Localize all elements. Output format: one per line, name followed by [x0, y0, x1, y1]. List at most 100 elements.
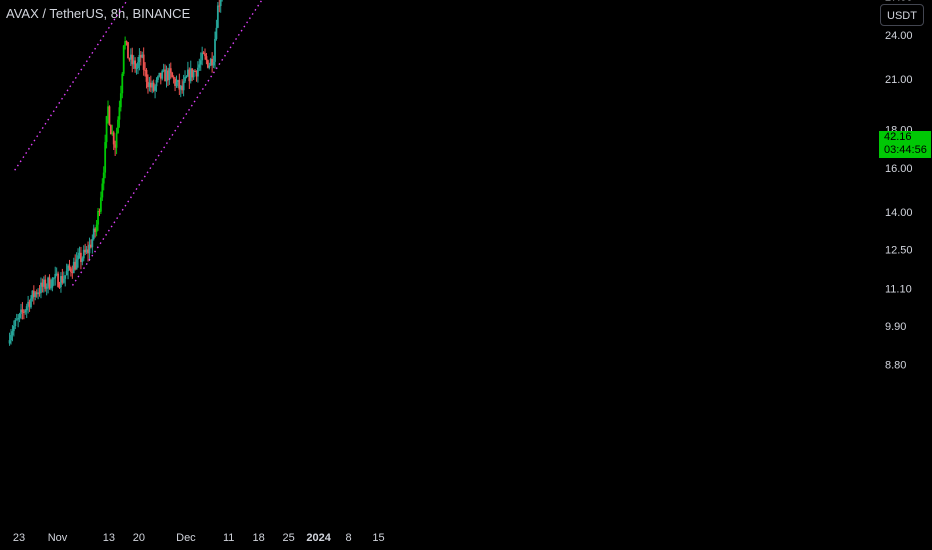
candle-body — [172, 77, 175, 79]
candle-body — [194, 70, 196, 72]
candle — [182, 74, 185, 97]
candle-body — [109, 125, 112, 135]
candle-body — [161, 70, 164, 79]
candle — [31, 290, 34, 302]
candle — [10, 329, 12, 345]
candle-body — [164, 69, 166, 82]
time-tick-label: 20 — [133, 532, 145, 544]
candle — [151, 80, 154, 94]
candle — [41, 278, 44, 293]
candle — [132, 55, 135, 69]
candle — [196, 61, 199, 83]
candle — [114, 140, 117, 157]
candle — [22, 309, 25, 320]
candle-body — [198, 64, 201, 68]
candle — [155, 77, 158, 92]
candle — [141, 51, 144, 59]
candle-body — [104, 142, 107, 173]
candle — [167, 67, 169, 86]
candle — [162, 63, 165, 73]
candle-body — [75, 259, 78, 270]
candle — [209, 57, 212, 67]
candle — [11, 325, 14, 342]
candle — [68, 259, 71, 271]
candle — [216, 2, 219, 29]
candle — [48, 274, 51, 290]
chart-title: AVAX / TetherUS, 8h, BINANCE — [6, 6, 191, 21]
price-tick-label: 11.10 — [885, 283, 912, 295]
candle — [184, 70, 186, 83]
candle-body — [114, 144, 117, 148]
candle-body — [202, 52, 205, 54]
time-tick-label: 11 — [223, 532, 234, 544]
candle — [112, 130, 115, 151]
currency-button[interactable]: USDT — [880, 4, 924, 26]
candle — [134, 57, 137, 73]
candle-body — [10, 334, 12, 341]
candle — [105, 115, 108, 149]
candle-body — [98, 210, 101, 212]
time-tick-label: Nov — [48, 532, 68, 544]
last-price-value: 42.16 — [884, 131, 912, 143]
candle-body — [94, 228, 97, 233]
time-tick-label: 18 — [253, 532, 265, 544]
candle-body — [151, 82, 154, 88]
candle-body — [124, 41, 127, 46]
candle — [179, 84, 182, 98]
candle-body — [127, 42, 129, 59]
time-tick-label: 13 — [103, 532, 115, 544]
candle — [109, 124, 112, 135]
channel-lower-line[interactable] — [71, 0, 394, 286]
candle — [81, 256, 84, 266]
candle-body — [205, 56, 208, 61]
candle — [125, 40, 128, 46]
candle-body — [82, 249, 85, 259]
candle — [208, 62, 211, 70]
candle-body — [12, 326, 15, 332]
candle-body — [209, 58, 212, 66]
candle-body — [178, 80, 181, 90]
candle — [74, 254, 77, 271]
candle-body — [169, 68, 172, 73]
candle — [108, 105, 111, 126]
candle — [201, 46, 204, 66]
candle — [158, 72, 161, 78]
candle-body — [85, 249, 88, 253]
price-tick-label: 14.00 — [885, 207, 913, 219]
price-tick-label: 16.00 — [885, 163, 913, 175]
bar-countdown: 03:44:56 — [884, 144, 927, 156]
candle-body — [196, 67, 199, 77]
candle-body — [95, 224, 98, 233]
candle — [129, 48, 132, 67]
candle-body — [154, 86, 156, 91]
candle-body — [72, 261, 75, 274]
candle-body — [24, 310, 27, 313]
candle-body — [62, 278, 65, 283]
candle-body — [189, 68, 192, 82]
candle-body — [219, 0, 222, 6]
channel-upper-line[interactable] — [14, 0, 334, 171]
candle-body — [97, 210, 99, 225]
candle-body — [32, 290, 35, 297]
candle — [191, 68, 194, 82]
candle — [84, 243, 87, 256]
candle-body — [77, 255, 79, 260]
price-tick-label: 8.80 — [885, 360, 906, 372]
candle-body — [141, 54, 144, 58]
candle — [15, 313, 18, 321]
candle-body — [111, 132, 114, 135]
candle-body — [35, 292, 38, 295]
candle-body — [65, 271, 68, 276]
candle-body — [50, 287, 52, 289]
candle — [42, 276, 45, 293]
candle-body — [155, 79, 158, 87]
candle — [47, 276, 50, 294]
candle — [107, 100, 109, 124]
candle — [211, 52, 214, 73]
candle — [159, 72, 162, 85]
candle-body — [64, 275, 67, 279]
candle-body — [21, 309, 24, 312]
price-axis: 64.0056.0048.5035.0031.0027.0024.0021.00… — [885, 0, 913, 372]
candle — [38, 285, 41, 297]
